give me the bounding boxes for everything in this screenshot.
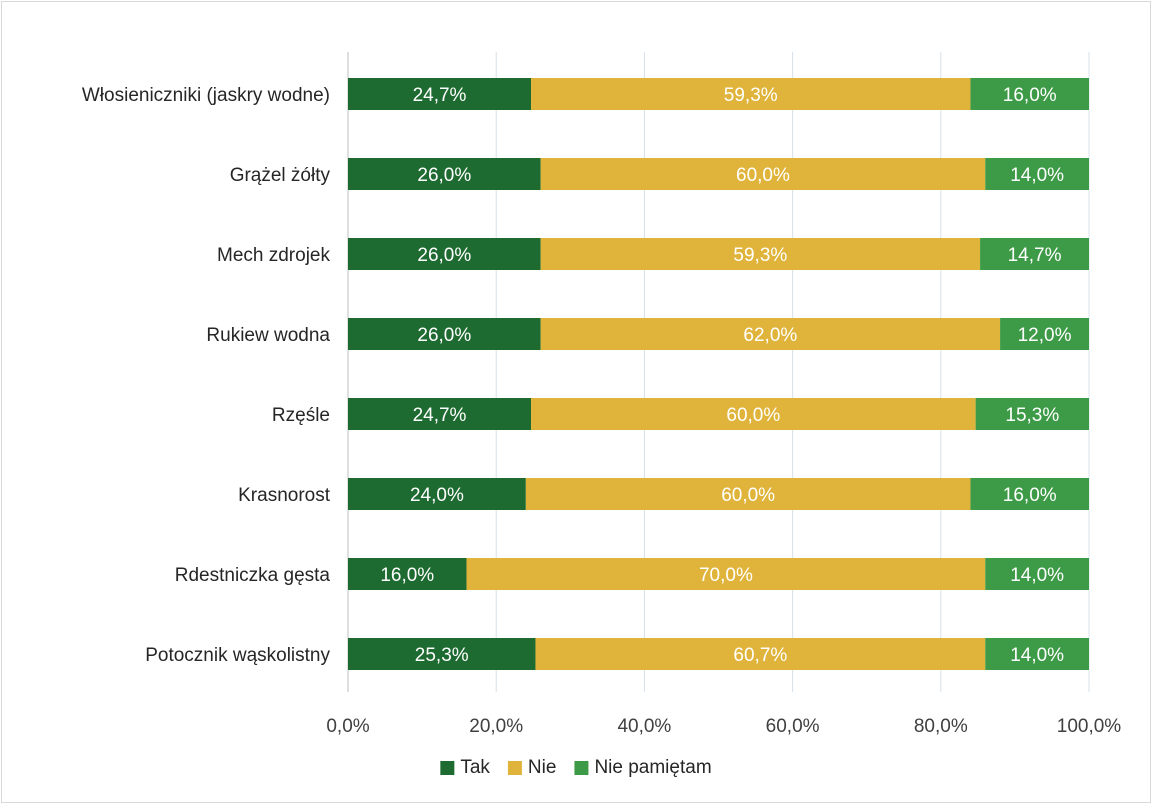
data-label: 59,3% (724, 85, 778, 106)
data-label: 15,3% (1005, 405, 1059, 426)
legend-swatch (574, 761, 588, 775)
category-label: Potocznik wąskolistny (145, 645, 330, 666)
data-label: 14,0% (1010, 165, 1064, 186)
data-label: 26,0% (417, 325, 471, 346)
data-label: 25,3% (415, 645, 469, 666)
category-label: Grążel żółty (230, 165, 331, 186)
category-label: Rdestniczka gęsta (175, 565, 331, 586)
legend-swatch (508, 761, 522, 775)
x-tick-label: 40,0% (617, 716, 671, 737)
legend-item: Nie pamiętam (574, 757, 711, 778)
legend-label: Tak (460, 757, 490, 778)
category-label: Rukiew wodna (206, 325, 330, 346)
legend-label: Nie pamiętam (594, 757, 711, 778)
category-labels: Włosieniczniki (jaskry wodne) Grążel żółt… (82, 85, 331, 666)
data-label: 62,0% (743, 325, 797, 346)
x-tick-label: 100,0% (1057, 716, 1122, 737)
data-label: 60,0% (736, 165, 790, 186)
gridlines (348, 52, 1089, 692)
data-label: 12,0% (1018, 325, 1072, 346)
data-label: 24,0% (410, 485, 464, 506)
category-label: Włosieniczniki (jaskry wodne) (82, 85, 330, 106)
category-label: Mech zdrojek (217, 245, 330, 266)
data-label: 16,0% (380, 565, 434, 586)
data-label: 14,0% (1010, 565, 1064, 586)
x-tick-label: 80,0% (914, 716, 968, 737)
data-label: 59,3% (733, 245, 787, 266)
x-tick-label: 0,0% (326, 716, 369, 737)
data-label: 26,0% (417, 165, 471, 186)
data-label: 60,7% (733, 645, 787, 666)
x-tick-label: 20,0% (469, 716, 523, 737)
category-label: Rzęśle (272, 405, 330, 426)
legend-label: Nie (528, 757, 557, 778)
legend-item: Tak (440, 757, 490, 778)
x-tick-labels: 0,0% 20,0% 40,0% 60,0% 80,0% 100,0% (326, 716, 1121, 737)
category-label: Krasnorost (238, 485, 331, 506)
legend-item: Nie (508, 757, 557, 778)
data-label: 16,0% (1003, 485, 1057, 506)
bars: 24,7% 59,3% 16,0% 26,0% 60,0% 14,0% 26,0% 59,3%… (348, 78, 1089, 670)
data-label: 26,0% (417, 245, 471, 266)
data-label: 60,0% (721, 485, 775, 506)
data-label: 24,7% (413, 405, 467, 426)
data-label: 60,0% (726, 405, 780, 426)
legend-swatch (440, 761, 454, 775)
x-tick-label: 60,0% (766, 716, 820, 737)
data-label: 24,7% (413, 85, 467, 106)
data-label: 16,0% (1003, 85, 1057, 106)
legend: Tak Nie Nie pamiętam (440, 757, 711, 778)
data-label: 14,7% (1008, 245, 1062, 266)
data-label: 70,0% (699, 565, 753, 586)
data-label: 14,0% (1010, 645, 1064, 666)
